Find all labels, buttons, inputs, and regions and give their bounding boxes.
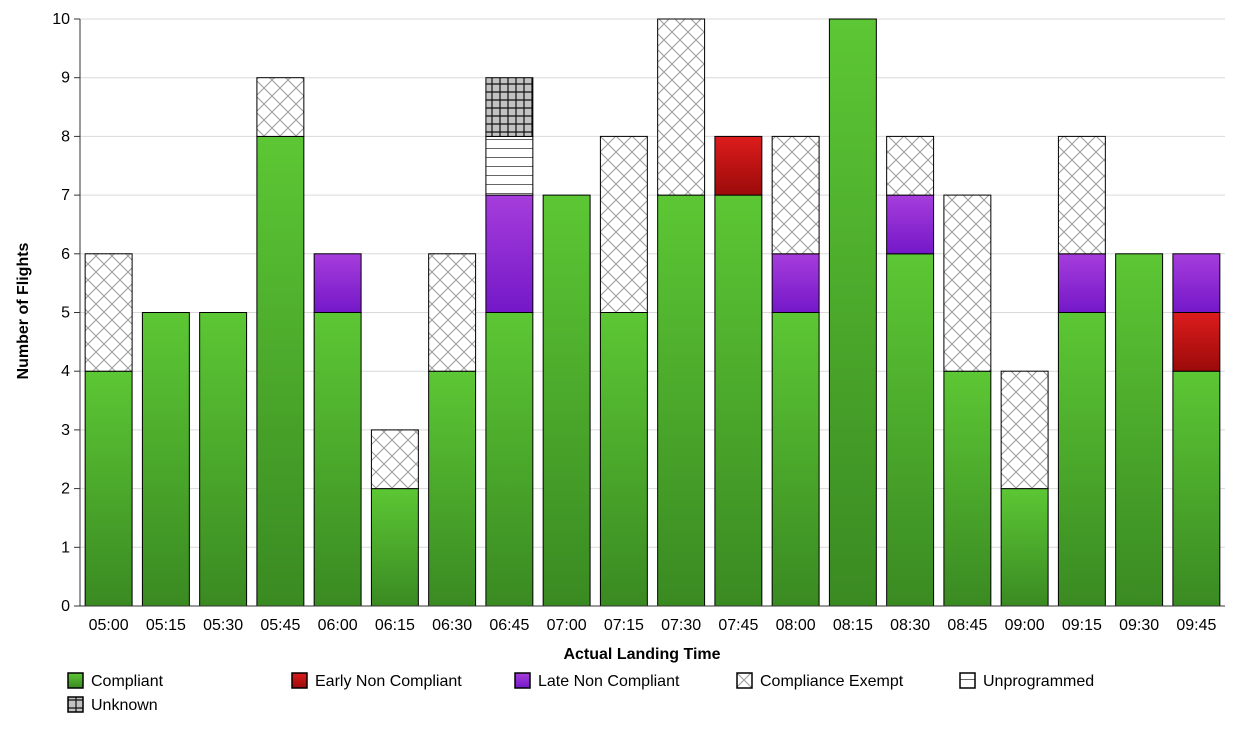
bar-compliant[interactable]	[313, 312, 362, 607]
axes	[79, 19, 1225, 607]
y-tick-label: 0	[61, 598, 70, 615]
y-tick-label: 5	[61, 305, 70, 322]
bar-unprogrammed[interactable]	[485, 135, 534, 196]
x-tick-label: 07:15	[604, 617, 644, 634]
x-tick-label: 06:15	[375, 617, 415, 634]
bar-compliant[interactable]	[943, 370, 992, 607]
legend-label: Early Non Compliant	[315, 673, 462, 690]
legend-label: Unprogrammed	[983, 673, 1094, 690]
legend-swatch	[959, 672, 976, 689]
y-tick-label: 2	[61, 481, 70, 498]
y-tick-label: 1	[61, 539, 70, 556]
y-tick-label: 10	[52, 11, 70, 28]
legend-item-unknown[interactable]: Unknown	[67, 696, 158, 714]
bar-compliant[interactable]	[141, 312, 190, 607]
legend-item-exempt[interactable]: Compliance Exempt	[736, 672, 904, 690]
bar-compliant[interactable]	[714, 194, 763, 607]
x-tick-label: 05:15	[146, 617, 186, 634]
bar-exempt[interactable]	[84, 253, 133, 372]
bar-early[interactable]	[714, 135, 763, 196]
bar-compliant[interactable]	[599, 312, 648, 607]
x-tick-label: 06:45	[489, 617, 529, 634]
bar-exempt[interactable]	[886, 135, 935, 196]
x-tick-label: 06:00	[318, 617, 358, 634]
x-tick-label: 07:45	[718, 617, 758, 634]
bar-compliant[interactable]	[1172, 370, 1221, 607]
x-tick-label: 09:45	[1176, 617, 1216, 634]
bar-exempt[interactable]	[370, 429, 419, 490]
bar-compliant[interactable]	[828, 18, 877, 607]
bar-exempt[interactable]	[943, 194, 992, 372]
legend: Compliant Early Non Compliant Late Non Com…	[67, 672, 1094, 714]
x-axis-label: Actual Landing Time	[563, 646, 720, 663]
bar-compliant[interactable]	[1057, 312, 1106, 607]
legend-swatch	[736, 672, 753, 689]
bar-compliant[interactable]	[256, 135, 305, 607]
y-tick-label: 9	[61, 70, 70, 87]
y-tick-label: 7	[61, 187, 70, 204]
bar-compliant[interactable]	[485, 312, 534, 607]
x-tick-label: 07:00	[547, 617, 587, 634]
bar-compliant[interactable]	[771, 312, 820, 607]
bar-early[interactable]	[1172, 312, 1221, 372]
bar-late[interactable]	[886, 194, 935, 255]
bar-exempt[interactable]	[771, 135, 820, 255]
y-tick-label: 8	[61, 128, 70, 145]
bar-late[interactable]	[771, 253, 820, 314]
legend-swatch	[67, 696, 84, 713]
bar-compliant[interactable]	[657, 194, 706, 607]
legend-label: Compliant	[91, 673, 164, 690]
bar-exempt[interactable]	[657, 18, 706, 196]
legend-item-late[interactable]: Late Non Compliant	[514, 672, 680, 690]
x-tick-label: 09:30	[1119, 617, 1159, 634]
bar-compliant[interactable]	[542, 194, 591, 607]
bar-compliant[interactable]	[84, 370, 133, 607]
bar-compliant[interactable]	[370, 488, 419, 607]
bar-late[interactable]	[313, 253, 362, 314]
legend-item-compliant[interactable]: Compliant	[67, 672, 164, 690]
legend-item-unprogrammed[interactable]: Unprogrammed	[959, 672, 1094, 690]
legend-swatch	[67, 672, 84, 689]
bars	[84, 18, 1221, 607]
bar-compliant[interactable]	[428, 370, 477, 607]
bar-late[interactable]	[485, 194, 534, 314]
x-tick-label: 08:00	[776, 617, 816, 634]
y-tick-labels: 0 1 2 3 4 5 6 7 8 9 10	[52, 11, 70, 615]
x-tick-label: 05:30	[203, 617, 243, 634]
legend-label: Unknown	[91, 697, 158, 714]
bar-compliant[interactable]	[1115, 253, 1164, 607]
legend-label: Late Non Compliant	[538, 673, 680, 690]
y-tick-label: 4	[61, 363, 70, 380]
bar-compliant[interactable]	[199, 312, 248, 607]
x-tick-label: 08:45	[947, 617, 987, 634]
x-tick-label: 08:15	[833, 617, 873, 634]
x-tick-label: 08:30	[890, 617, 930, 634]
x-tick-label: 09:15	[1062, 617, 1102, 634]
legend-swatch	[514, 672, 531, 689]
bar-late[interactable]	[1172, 253, 1221, 314]
legend-item-early[interactable]: Early Non Compliant	[291, 672, 462, 690]
bar-exempt[interactable]	[428, 253, 477, 372]
bar-exempt[interactable]	[1000, 370, 1049, 490]
y-tick-label: 3	[61, 422, 70, 439]
bar-compliant[interactable]	[886, 253, 935, 607]
bar-compliant[interactable]	[1000, 488, 1049, 607]
bar-late[interactable]	[1057, 253, 1106, 314]
legend-label: Compliance Exempt	[760, 673, 904, 690]
x-tick-label: 06:30	[432, 617, 472, 634]
bar-unknown[interactable]	[485, 77, 534, 137]
x-tick-labels: 05:00 05:15 05:30 05:45 06:00 06:15 06:30 06:45…	[89, 617, 1217, 634]
y-axis-label: Number of Flights	[15, 242, 32, 379]
x-tick-label: 05:45	[260, 617, 300, 634]
x-tick-label: 07:30	[661, 617, 701, 634]
legend-swatch	[291, 672, 308, 689]
bar-exempt[interactable]	[1057, 135, 1106, 255]
x-tick-label: 09:00	[1005, 617, 1045, 634]
x-tick-label: 05:00	[89, 617, 129, 634]
y-tick-label: 6	[61, 246, 70, 263]
bar-exempt[interactable]	[256, 77, 305, 137]
bar-exempt[interactable]	[599, 135, 648, 313]
